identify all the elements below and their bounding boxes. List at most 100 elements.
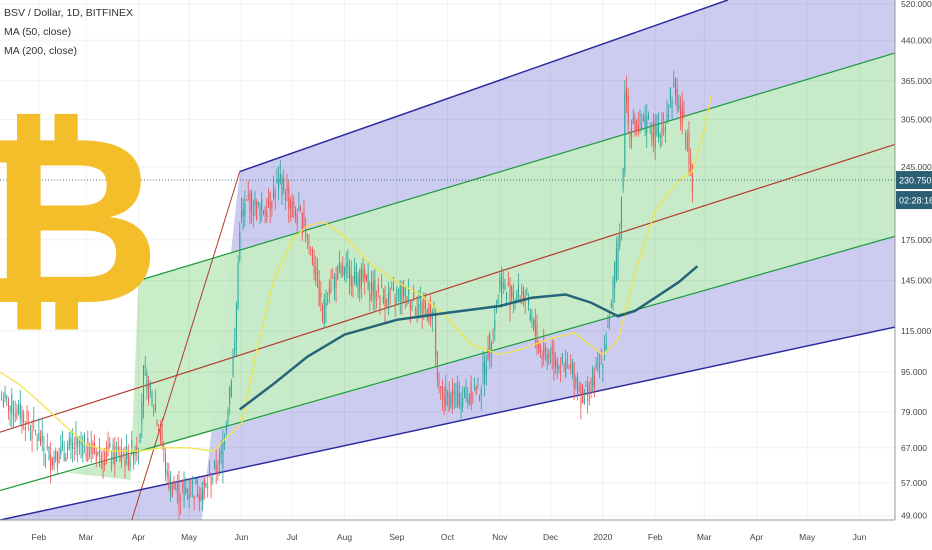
candle <box>215 449 217 485</box>
candle <box>413 285 415 302</box>
candle-body <box>227 409 229 423</box>
candle <box>116 441 118 463</box>
candle <box>585 380 587 387</box>
candle-body <box>384 289 386 309</box>
candle-body <box>67 446 69 452</box>
candle <box>256 199 258 221</box>
candle-body <box>492 330 494 337</box>
candle <box>674 76 676 105</box>
candle-body <box>573 362 575 388</box>
candle <box>149 380 151 398</box>
candle <box>53 450 55 470</box>
candle <box>23 409 25 430</box>
candle-body <box>246 198 248 200</box>
candle-body <box>95 451 97 461</box>
candle <box>673 70 675 89</box>
candle-body <box>615 248 617 281</box>
candle-body <box>472 398 474 400</box>
candle <box>647 111 649 120</box>
candle-body <box>593 375 595 388</box>
candle <box>267 187 270 209</box>
candle <box>28 410 30 432</box>
candle-body <box>649 128 651 131</box>
candle-body <box>440 386 442 389</box>
candle <box>642 113 644 123</box>
time-tick-label: Nov <box>492 532 508 542</box>
candle <box>276 168 278 185</box>
candle-body <box>141 402 143 423</box>
candle-body <box>360 268 362 288</box>
candle <box>48 445 50 461</box>
candle <box>494 305 496 341</box>
candle-body <box>409 302 411 310</box>
candle <box>641 113 643 132</box>
candle <box>67 440 69 460</box>
candle-body <box>70 437 72 445</box>
candle-body <box>56 452 58 468</box>
candle <box>445 375 447 411</box>
price-tick-label: 175.000 <box>901 235 932 245</box>
candle-body <box>588 389 590 391</box>
candle <box>33 406 35 432</box>
candle-body <box>306 234 308 238</box>
candle <box>359 268 361 302</box>
candle-body <box>362 270 364 279</box>
candle-body <box>315 266 317 282</box>
candle-body <box>170 477 172 491</box>
candle-body <box>213 460 215 465</box>
candle-body <box>77 436 79 448</box>
candle-body <box>355 266 357 285</box>
candle <box>21 405 23 434</box>
candle-body <box>536 323 538 349</box>
candle <box>217 460 219 481</box>
candle-body <box>188 493 190 499</box>
candle <box>99 437 101 468</box>
candle <box>90 430 92 463</box>
candle <box>122 448 124 458</box>
candle <box>619 223 621 251</box>
candle-body <box>126 446 128 459</box>
candle <box>193 495 195 511</box>
candle-body <box>257 201 259 205</box>
candle <box>289 196 291 222</box>
candle <box>40 429 42 447</box>
candle-body <box>342 265 344 276</box>
candle-body <box>489 333 491 358</box>
candle <box>100 451 102 470</box>
candle <box>183 471 185 508</box>
candle <box>126 434 128 466</box>
candle <box>501 266 503 309</box>
candle-body <box>619 233 621 247</box>
candle-body <box>408 289 410 295</box>
candle-body <box>208 473 210 475</box>
candle-body <box>399 285 401 303</box>
candle-body <box>421 302 423 314</box>
legend-ma50: MA (50, close) <box>4 26 72 38</box>
candle <box>463 386 465 399</box>
candle-body <box>632 117 634 125</box>
candle <box>38 418 40 442</box>
candle-body <box>528 298 530 306</box>
candle-body <box>604 346 606 349</box>
candle <box>72 428 74 463</box>
candle <box>555 352 557 375</box>
candle-body <box>122 454 124 457</box>
candle-body <box>116 450 118 461</box>
candle-body <box>78 441 80 444</box>
candle <box>467 387 469 410</box>
candle-body <box>691 165 693 194</box>
candle-body <box>33 419 35 421</box>
candle <box>362 257 364 283</box>
candle-body <box>387 293 389 303</box>
candle-body <box>34 430 36 432</box>
candle-body <box>425 303 427 308</box>
candle <box>117 436 119 456</box>
candle-body <box>419 298 421 300</box>
candle-body <box>210 476 212 487</box>
time-tick-label: 2020 <box>593 532 612 542</box>
candle <box>274 186 276 211</box>
candle-body <box>195 478 197 485</box>
candle <box>582 383 584 404</box>
candle-body <box>381 285 383 288</box>
